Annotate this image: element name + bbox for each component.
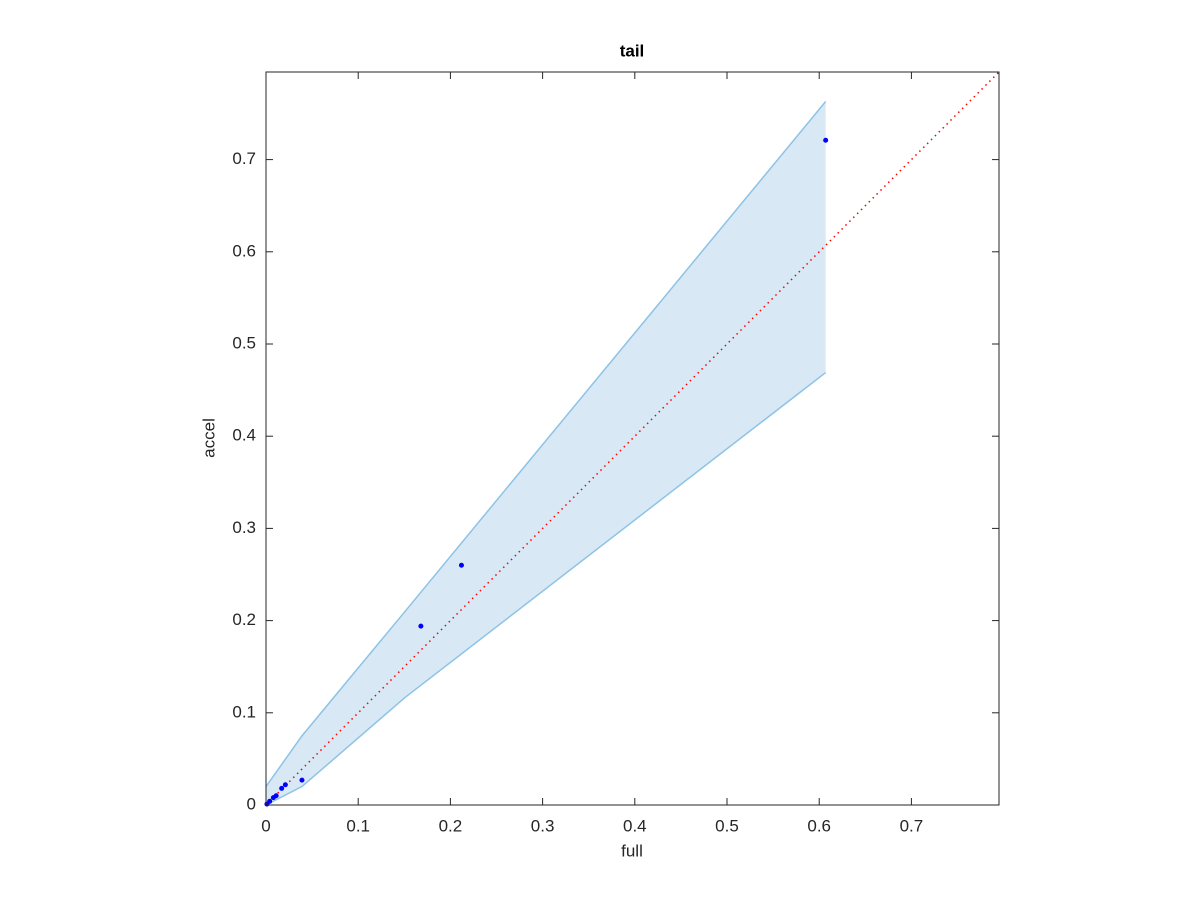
chart-title: tail	[620, 41, 645, 60]
point	[282, 782, 288, 788]
band-upper	[265, 101, 827, 787]
y-tick-label: 0.2	[232, 610, 256, 629]
y-tick-label: 0	[247, 794, 256, 813]
x-tick-label: 0.7	[900, 816, 924, 835]
x-tick-label: 0.4	[623, 816, 647, 835]
y-tick-label: 0.1	[232, 702, 256, 721]
point	[458, 562, 464, 568]
point	[264, 801, 270, 807]
x-tick-label: 0.3	[531, 816, 555, 835]
x-tick-label: 0.1	[346, 816, 370, 835]
reference-line	[265, 71, 1000, 806]
axes-box	[265, 71, 1000, 806]
x-tick-label: 0.2	[439, 816, 463, 835]
y-axis-label: accel	[199, 418, 218, 458]
point	[279, 785, 285, 791]
point	[299, 777, 305, 783]
band-lower	[265, 371, 827, 806]
x-tick-label: 0	[261, 816, 270, 835]
y-tick-label: 0.7	[232, 149, 256, 168]
point	[418, 623, 424, 629]
y-tick-label: 0.4	[232, 426, 256, 445]
band-fill	[266, 101, 826, 806]
x-tick-label: 0.5	[715, 816, 739, 835]
x-tick-label: 0.6	[807, 816, 831, 835]
point	[823, 137, 829, 143]
y-tick-label: 0.3	[232, 518, 256, 537]
point	[270, 795, 276, 801]
x-axis-label: full	[621, 841, 643, 860]
y-tick-label: 0.5	[232, 333, 256, 352]
y-tick-label: 0.6	[232, 241, 256, 260]
